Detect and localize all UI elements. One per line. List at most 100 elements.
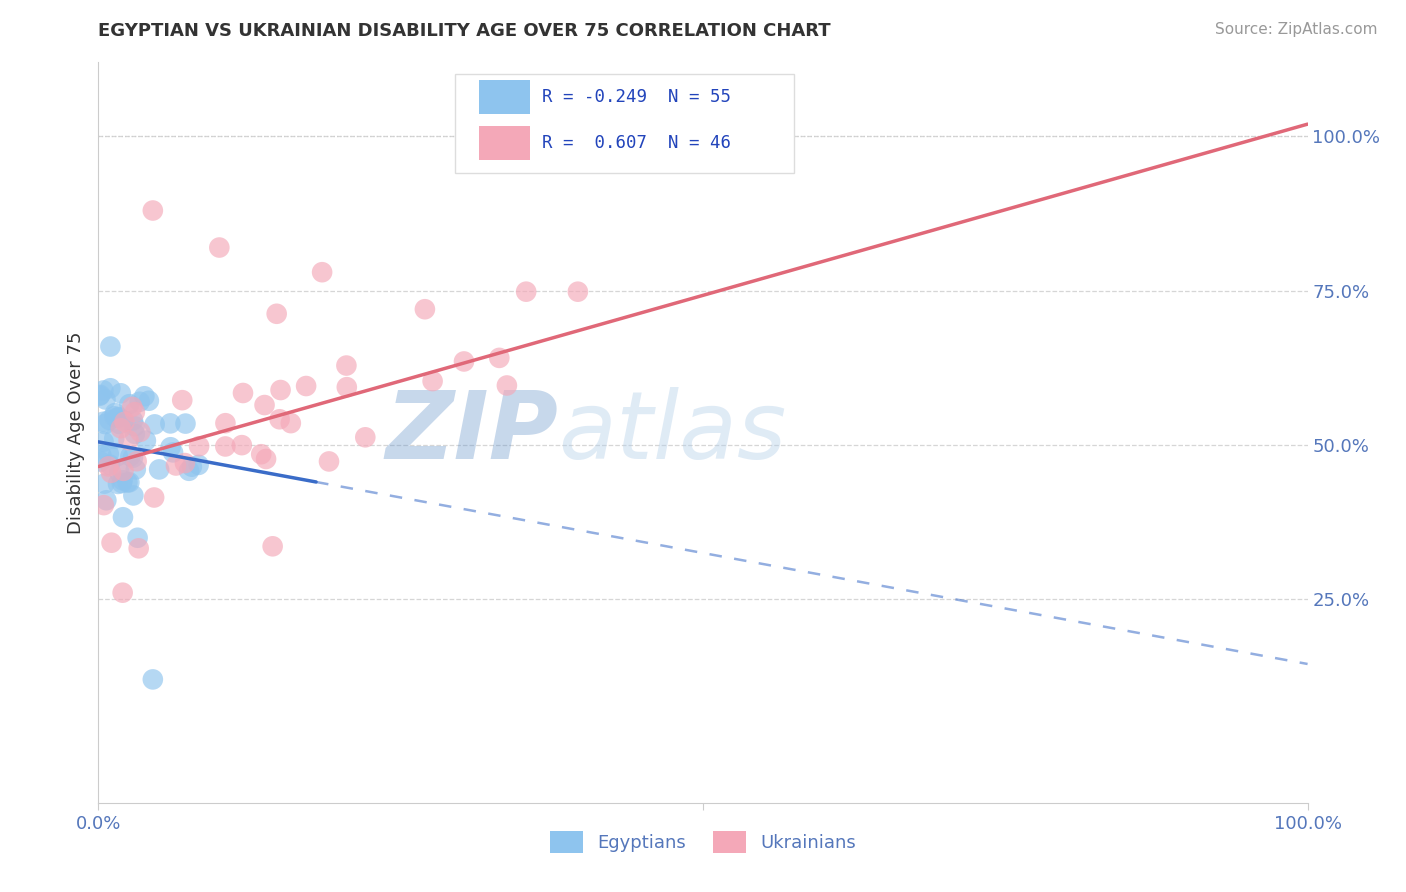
Point (174, 456, 197, 470)
Point (122, 413, 145, 427)
Point (262, 539, 284, 553)
Point (90, 448, 112, 462)
Point (214, 440, 236, 454)
Point (124, 419, 146, 434)
Point (118, 475, 141, 490)
Point (124, 405, 146, 419)
Point (336, 380, 359, 394)
Point (162, 445, 184, 459)
Point (125, 454, 148, 468)
Point (172, 393, 194, 408)
Text: EGYPTIAN VS UKRAINIAN DISABILITY AGE OVER 75 CORRELATION CHART: EGYPTIAN VS UKRAINIAN DISABILITY AGE OVE… (98, 22, 831, 40)
Point (142, 673, 165, 687)
Point (270, 383, 292, 397)
Point (188, 439, 211, 453)
Point (112, 464, 135, 478)
Text: R =  0.607  N = 46: R = 0.607 N = 46 (543, 134, 731, 153)
Point (142, 203, 165, 218)
Point (111, 585, 134, 599)
Point (89, 388, 111, 402)
Point (97, 459, 120, 474)
Point (125, 462, 148, 476)
Point (98, 458, 121, 472)
Point (159, 417, 181, 431)
Point (100, 339, 122, 353)
Point (253, 398, 276, 412)
Point (335, 359, 357, 373)
Point (143, 491, 166, 505)
Point (100, 466, 122, 480)
Point (108, 417, 131, 431)
Point (107, 449, 129, 463)
Point (108, 466, 131, 480)
Point (413, 302, 436, 317)
Point (187, 458, 209, 472)
Point (93, 498, 115, 512)
Point (174, 417, 197, 431)
Point (128, 541, 150, 556)
FancyBboxPatch shape (479, 80, 530, 114)
Point (89, 389, 111, 403)
Point (90, 454, 112, 468)
Point (208, 240, 231, 255)
Point (165, 458, 187, 473)
Point (111, 510, 134, 524)
Y-axis label: Disability Age Over 75: Disability Age Over 75 (66, 331, 84, 534)
Point (124, 426, 146, 441)
Text: ZIP: ZIP (385, 386, 558, 479)
Point (103, 432, 125, 446)
Point (254, 452, 277, 467)
Point (91, 415, 114, 429)
Point (453, 354, 475, 368)
Point (269, 412, 291, 426)
Point (128, 394, 150, 409)
Point (135, 434, 157, 448)
Text: atlas: atlas (558, 387, 786, 478)
Point (117, 434, 139, 448)
Point (117, 475, 139, 490)
Point (143, 417, 166, 432)
Point (120, 450, 142, 464)
Point (107, 477, 129, 491)
Legend: Egyptians, Ukrainians: Egyptians, Ukrainians (543, 824, 863, 861)
Point (110, 386, 132, 401)
Point (111, 473, 134, 487)
Point (98, 413, 121, 427)
Point (96, 493, 118, 508)
Point (134, 389, 156, 403)
Point (122, 488, 145, 502)
Point (496, 378, 519, 392)
Point (108, 410, 131, 425)
Point (311, 265, 333, 279)
Point (318, 454, 340, 468)
Point (138, 393, 160, 408)
Point (112, 413, 135, 427)
Point (104, 406, 127, 420)
Point (94, 392, 117, 407)
Point (121, 400, 143, 414)
Point (93, 384, 115, 398)
Point (105, 410, 128, 425)
Point (114, 415, 136, 429)
Point (422, 374, 444, 388)
Point (266, 307, 288, 321)
FancyBboxPatch shape (479, 126, 530, 161)
Point (250, 447, 273, 461)
Text: Source: ZipAtlas.com: Source: ZipAtlas.com (1215, 22, 1378, 37)
Point (231, 438, 253, 452)
Point (280, 416, 302, 430)
Point (110, 421, 132, 435)
FancyBboxPatch shape (456, 73, 793, 173)
Point (103, 409, 125, 424)
Point (515, 285, 537, 299)
Point (295, 379, 318, 393)
Point (94, 417, 117, 431)
Point (567, 285, 589, 299)
Point (122, 450, 145, 465)
Point (214, 416, 236, 430)
Point (232, 386, 254, 401)
Point (354, 430, 377, 444)
Point (488, 351, 510, 365)
Point (111, 476, 134, 491)
Point (159, 440, 181, 454)
